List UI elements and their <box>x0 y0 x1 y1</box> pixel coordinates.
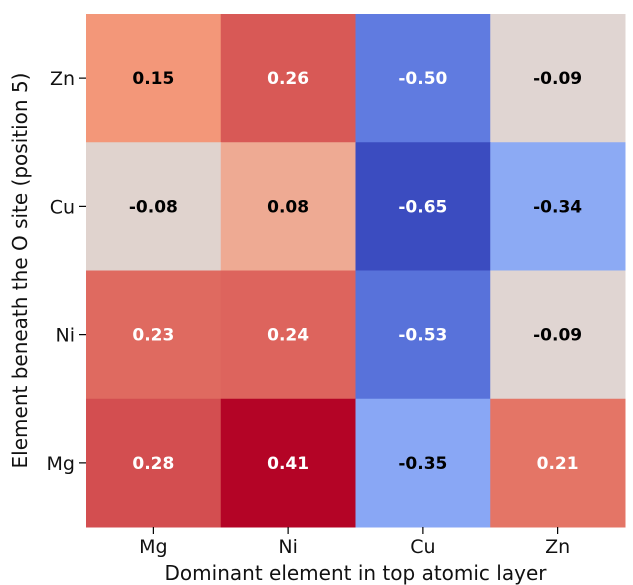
heatmap-cell-cu-ni <box>220 142 356 271</box>
cell-value-label-ni-cu: -0.53 <box>398 326 447 346</box>
y-tick-label-ni: Ni <box>56 325 76 347</box>
heatmap-cell-mg-mg <box>86 398 222 528</box>
heatmap-cell-ni-mg <box>86 270 222 400</box>
y-tick-label-zn: Zn <box>50 68 75 90</box>
heatmap-cell-mg-ni <box>220 398 356 528</box>
y-axis-label: Element beneath the O site (position 5) <box>8 73 32 469</box>
cell-value-label-zn-zn: -0.09 <box>533 69 582 89</box>
heatmap-cell-zn-cu <box>355 14 491 143</box>
cell-value-label-cu-cu: -0.65 <box>398 197 447 217</box>
y-tick-label-mg: Mg <box>47 453 75 475</box>
heatmap-cell-cu-cu <box>355 142 491 271</box>
heatmap-cell-zn-ni <box>220 14 356 143</box>
cell-value-label-zn-ni: 0.26 <box>267 69 309 89</box>
cell-value-label-ni-ni: 0.24 <box>267 326 309 346</box>
y-tick-label-cu: Cu <box>50 196 75 218</box>
x-axis-label: Dominant element in top atomic layer <box>165 561 548 585</box>
heatmap-cell-ni-cu <box>355 270 491 400</box>
x-tick-label-zn: Zn <box>545 536 570 558</box>
cell-value-label-zn-mg: 0.15 <box>132 69 174 89</box>
x-tick-label-mg: Mg <box>139 536 167 558</box>
cell-value-label-cu-zn: -0.34 <box>533 197 582 217</box>
heatmap-cell-mg-cu <box>355 398 491 528</box>
heatmap-cell-ni-ni <box>220 270 356 400</box>
heatmap-cell-zn-mg <box>86 14 222 143</box>
heatmap-cells: 0.15 0.26 -0.50 -0.09 -0.08 0.08 -0.65 -0.34 0.2… <box>86 14 626 528</box>
cell-value-label-cu-ni: 0.08 <box>267 197 309 217</box>
cell-value-label-mg-ni: 0.41 <box>267 454 309 474</box>
cell-value-label-mg-zn: 0.21 <box>537 454 579 474</box>
cell-value-label-mg-cu: -0.35 <box>398 454 447 474</box>
heatmap-cell-zn-zn <box>490 14 626 143</box>
heatmap-cell-cu-mg <box>86 142 222 271</box>
cell-value-label-ni-mg: 0.23 <box>132 326 174 346</box>
x-tick-label-cu: Cu <box>410 536 435 558</box>
heatmap-cell-ni-zn <box>490 270 626 400</box>
cell-value-label-mg-mg: 0.28 <box>132 454 174 474</box>
x-tick-label-ni: Ni <box>278 536 298 558</box>
cell-value-label-cu-mg: -0.08 <box>129 197 178 217</box>
axes: Zn Cu Ni Mg Mg Ni Cu Zn Dominant element in top … <box>8 68 570 585</box>
heatmap-cell-mg-zn <box>490 398 626 528</box>
cell-value-label-zn-cu: -0.50 <box>398 69 447 89</box>
heatmap-cell-cu-zn <box>490 142 626 271</box>
cell-value-label-ni-zn: -0.09 <box>533 326 582 346</box>
